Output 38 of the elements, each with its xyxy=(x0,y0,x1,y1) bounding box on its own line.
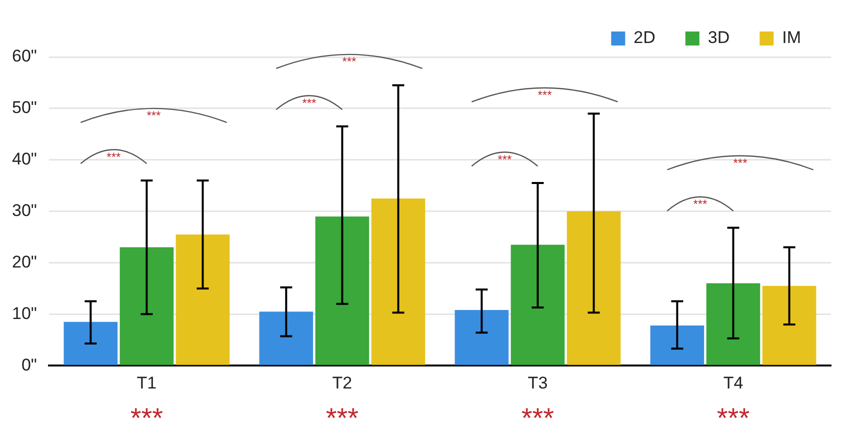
annotation: *** xyxy=(693,197,708,212)
annotation: *** xyxy=(538,88,552,102)
bar xyxy=(706,283,760,365)
annotation: *** xyxy=(342,54,357,69)
bar xyxy=(454,310,509,365)
text: *** xyxy=(326,402,359,430)
bar xyxy=(762,286,816,365)
annotation: *** xyxy=(302,96,317,110)
bar xyxy=(315,216,370,365)
y-tick-label: 20" xyxy=(12,252,37,272)
y-tick-label: 10" xyxy=(12,304,37,323)
x-tick-label: T1 xyxy=(136,373,157,392)
y-tick-label: 60" xyxy=(12,46,37,66)
y-tick-label: 30" xyxy=(12,200,37,220)
bar xyxy=(650,325,704,365)
bar xyxy=(510,244,565,365)
y-tick-label: 0" xyxy=(21,355,37,374)
x-tick-label: T2 xyxy=(332,373,352,392)
annotation: *** xyxy=(146,108,162,123)
x-tick-label: T4 xyxy=(723,373,744,392)
bar xyxy=(371,198,426,365)
legend-label: 3D xyxy=(708,28,730,48)
bar xyxy=(259,312,314,365)
legend-label: 2D xyxy=(634,28,656,48)
annotation: *** xyxy=(498,152,512,166)
text: *** xyxy=(130,402,164,430)
text: *** xyxy=(716,402,750,430)
annotation: *** xyxy=(106,150,122,164)
y-tick-label: 40" xyxy=(12,150,37,169)
legend-label: IM xyxy=(782,28,802,48)
bar xyxy=(120,247,174,365)
bar xyxy=(566,211,621,365)
bar xyxy=(176,234,230,365)
bar xyxy=(64,322,118,365)
annotation: *** xyxy=(733,156,748,170)
y-tick-label: 50" xyxy=(12,98,37,118)
x-tick-label: T3 xyxy=(528,373,548,392)
text: *** xyxy=(521,402,554,430)
